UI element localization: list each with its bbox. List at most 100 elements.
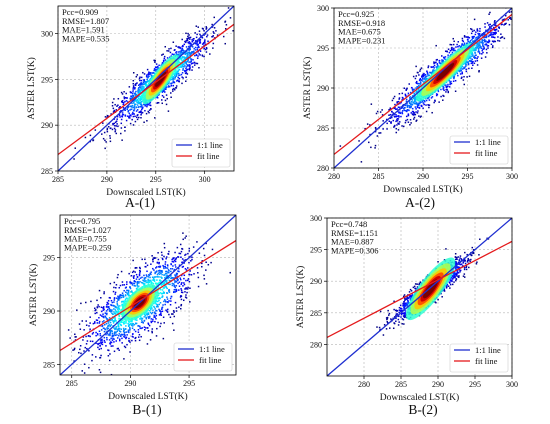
scatter-point <box>188 42 190 45</box>
scatter-point <box>410 103 412 106</box>
scatter-point <box>109 341 112 343</box>
scatter-point <box>138 89 141 91</box>
scatter-point <box>224 21 226 23</box>
scatter-point <box>150 273 152 276</box>
scatter-point <box>146 281 149 284</box>
scatter-point <box>431 111 433 114</box>
scatter-point <box>483 34 485 36</box>
scatter-point <box>115 109 118 111</box>
scatter-point <box>419 70 421 72</box>
scatter-point <box>463 43 465 46</box>
scatter-point <box>119 323 122 326</box>
plot-frame <box>59 214 237 376</box>
scatter-point <box>150 74 153 77</box>
scatter-point <box>174 87 177 89</box>
scatter-point <box>118 299 120 301</box>
scatter-point <box>416 103 419 106</box>
scatter-point <box>397 110 399 113</box>
scatter-point <box>501 19 504 21</box>
scatter-point <box>141 108 143 111</box>
scatter-point <box>127 109 130 112</box>
scatter-point <box>141 327 144 329</box>
scatter-point <box>484 36 487 38</box>
scatter-point <box>89 335 91 338</box>
scatter-point <box>188 273 190 276</box>
scatter-point <box>103 131 106 134</box>
scatter-point <box>132 336 134 338</box>
scatter-point <box>468 36 471 39</box>
scatter-point <box>192 59 194 61</box>
scatter-point <box>475 49 477 51</box>
scatter-point <box>152 258 154 260</box>
scatter-point <box>414 106 417 108</box>
scatter-point <box>123 284 126 286</box>
scatter-point <box>466 36 469 38</box>
scatter-point <box>166 274 169 277</box>
scatter-point <box>139 105 142 108</box>
scatter-point <box>151 331 153 334</box>
scatter-point <box>72 349 74 351</box>
scatter-point <box>129 287 132 290</box>
scatter-point <box>99 341 102 343</box>
scatter-point <box>484 36 486 38</box>
scatter-point <box>161 289 164 291</box>
scatter-point <box>463 83 466 86</box>
scatter-point <box>470 258 472 261</box>
scatter-point <box>184 40 186 43</box>
scatter-point <box>165 285 167 288</box>
scatter-point <box>142 279 144 282</box>
scatter-point <box>497 39 499 42</box>
scatter-point <box>184 288 186 290</box>
scatter-point <box>139 267 141 270</box>
scatter-point <box>493 21 496 23</box>
scatter-point <box>147 281 150 284</box>
scatter-point <box>112 107 115 110</box>
scatter-point <box>149 272 151 275</box>
scatter-point <box>542 0 544 2</box>
scatter-point <box>185 235 187 237</box>
scatter-point <box>153 276 156 278</box>
scatter-point <box>173 315 176 318</box>
scatter-point <box>417 102 419 104</box>
scatter-point <box>473 40 475 42</box>
scatter-point <box>174 281 176 283</box>
scatter-point <box>437 64 439 67</box>
legend-label: 1:1 line <box>197 140 223 150</box>
scatter-point <box>130 115 132 117</box>
scatter-point <box>164 91 166 93</box>
scatter-point <box>185 66 188 68</box>
scatter-point <box>131 322 134 325</box>
scatter-point <box>449 82 452 84</box>
scatter-point <box>176 72 178 75</box>
scatter-point <box>168 250 170 253</box>
scatter-point <box>97 304 99 306</box>
scatter-point <box>478 70 480 72</box>
scatter-point <box>437 261 439 263</box>
scatter-point <box>147 313 150 316</box>
scatter-point <box>116 123 118 125</box>
scatter-point <box>172 261 175 263</box>
scatter-point <box>152 320 154 322</box>
scatter-point <box>213 32 215 34</box>
scatter-point <box>160 251 163 254</box>
scatter-point <box>139 272 141 274</box>
scatter-point <box>407 121 410 123</box>
scatter-point <box>123 108 126 111</box>
scatter-point <box>174 71 177 74</box>
scatter-point <box>105 322 108 325</box>
scatter-point <box>467 63 470 66</box>
scatter-point <box>96 333 99 336</box>
scatter-point <box>109 334 111 337</box>
scatter-point <box>147 312 150 314</box>
scatter-point <box>74 339 77 341</box>
scatter-point <box>128 116 130 119</box>
scatter-point <box>135 93 137 96</box>
scatter-point <box>132 91 134 93</box>
scatter-point <box>202 28 205 30</box>
stat-text: MAPE=0.231 <box>338 35 386 45</box>
scatter-point <box>147 110 149 113</box>
scatter-point <box>93 307 96 310</box>
scatter-point <box>126 297 128 300</box>
scatter-point <box>151 75 153 78</box>
